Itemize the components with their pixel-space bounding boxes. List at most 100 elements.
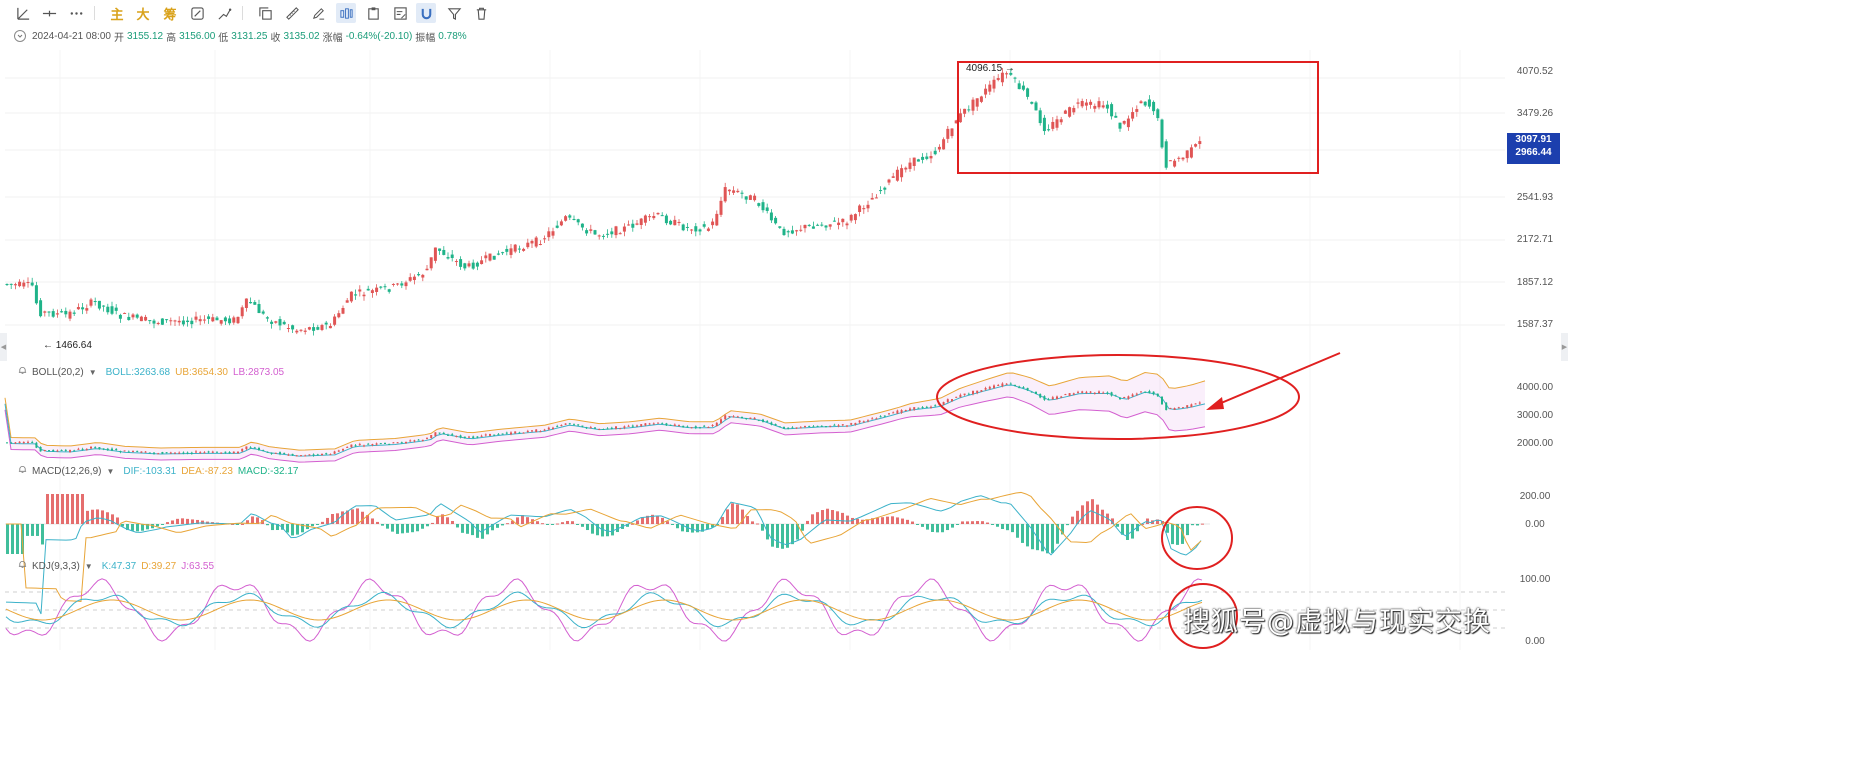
candle-type-icon[interactable] <box>336 3 356 23</box>
candle-body <box>766 421 769 423</box>
candle-body <box>467 263 471 267</box>
caret-down-icon[interactable]: ▼ <box>106 466 115 476</box>
bar-date: 2024-04-21 08:00 <box>32 30 111 42</box>
boll-upper-line <box>4 372 1206 451</box>
candle-body <box>631 223 635 228</box>
collapse-icon[interactable] <box>14 30 26 42</box>
candle-body <box>480 435 483 437</box>
caret-down-icon[interactable]: ▼ <box>88 367 97 377</box>
macd-name[interactable]: MACD(12,26,9) <box>32 465 102 477</box>
candle-body <box>1165 402 1168 411</box>
bell-icon[interactable] <box>18 465 27 477</box>
macd-histogram-bar <box>81 494 84 524</box>
candle-body <box>816 425 819 427</box>
macd-histogram-bar <box>391 524 394 532</box>
macd-histogram-bar <box>751 521 754 524</box>
candle-body <box>1177 407 1180 409</box>
macd-histogram-bar <box>126 524 129 531</box>
trend-angle-icon[interactable] <box>13 3 33 23</box>
macd-histogram-bar <box>146 524 149 530</box>
candle-body <box>165 452 168 454</box>
candle-body <box>757 203 761 206</box>
big-order-button[interactable]: 大 <box>136 6 150 22</box>
pen-icon[interactable] <box>308 3 328 23</box>
macd-histogram-bar <box>71 494 74 524</box>
macd-histogram-bar <box>631 523 634 525</box>
candle-body <box>216 451 218 453</box>
macd-histogram-bar <box>366 515 369 524</box>
bell-icon[interactable] <box>18 366 27 378</box>
candle-body <box>598 428 601 430</box>
candle-body <box>937 146 941 150</box>
candle-body <box>1072 107 1076 113</box>
candle-body <box>1064 394 1067 396</box>
macd-histogram-bar <box>626 524 629 527</box>
macd-histogram-bar <box>911 521 914 524</box>
candle-body <box>967 393 970 395</box>
more-dots-icon[interactable] <box>66 3 86 23</box>
ruler-icon[interactable] <box>282 3 302 23</box>
macd-histogram-bar <box>856 518 859 524</box>
macd-histogram-bar <box>926 524 929 530</box>
candle-body <box>198 319 202 322</box>
candle-body <box>573 424 575 426</box>
macd-histogram-bar <box>521 515 524 524</box>
candle-body <box>669 220 673 225</box>
candle-body <box>405 441 407 443</box>
left-collapse-arrow[interactable]: ◀ <box>0 333 7 361</box>
candle-body <box>279 452 281 454</box>
candle-body <box>518 432 521 434</box>
candle-body <box>417 439 420 441</box>
candle-body <box>1060 396 1063 398</box>
candle-body <box>896 410 899 414</box>
macd-histogram-bar <box>796 524 799 540</box>
candle-body <box>547 427 550 430</box>
caret-down-icon[interactable]: ▼ <box>84 561 93 571</box>
macd-histogram-bar <box>826 508 829 524</box>
macd-histogram-bar <box>746 516 749 524</box>
drawing-tool-icon[interactable] <box>214 3 234 23</box>
filter-icon[interactable] <box>444 3 464 23</box>
clipboard-icon[interactable] <box>363 3 383 23</box>
candle-body <box>556 426 559 428</box>
magnet-icon[interactable] <box>416 3 436 23</box>
candle-body <box>619 428 622 430</box>
candle-body <box>925 156 929 159</box>
notes-icon[interactable] <box>390 3 410 23</box>
kdj-d-value: D:39.27 <box>141 560 177 572</box>
candle-body <box>426 438 428 440</box>
candle-body <box>715 422 718 427</box>
bell-icon[interactable] <box>18 560 27 572</box>
macd-histogram-bar <box>86 510 89 524</box>
candle-body <box>1114 395 1117 397</box>
macd-histogram-bar <box>116 517 119 524</box>
macd-histogram-bar <box>841 512 844 524</box>
candle-body <box>530 240 534 244</box>
copy-icon[interactable] <box>255 3 275 23</box>
candle-body <box>874 197 878 199</box>
boll-header: BOLL(20,2) ▼ BOLL:3263.68 UB:3654.30 LB:… <box>18 365 284 379</box>
macd-histogram-bar <box>971 521 974 524</box>
candle-body <box>522 248 526 251</box>
candle-body <box>673 424 676 427</box>
right-collapse-arrow[interactable]: ▶ <box>1561 333 1568 361</box>
trash-icon[interactable] <box>471 3 491 23</box>
candle-body <box>472 436 475 439</box>
boll-name[interactable]: BOLL(20,2) <box>32 366 84 378</box>
candle-body <box>786 231 790 233</box>
candle-body <box>727 189 731 192</box>
candle-body <box>139 316 143 322</box>
chip-button[interactable]: 筹 <box>163 6 177 22</box>
candle-body <box>1126 118 1130 128</box>
edit-indicator-icon[interactable] <box>187 3 207 23</box>
macd-histogram-bar <box>536 521 539 524</box>
candle-body <box>421 439 424 441</box>
candle-body <box>1164 141 1168 168</box>
main-force-button[interactable]: 主 <box>110 6 124 22</box>
candle-body <box>828 224 832 227</box>
candle-body <box>30 282 34 286</box>
kdj-name[interactable]: KDJ(9,3,3) <box>32 560 80 572</box>
candle-body <box>132 450 134 452</box>
horizontal-line-icon[interactable] <box>39 3 59 23</box>
chart-canvas[interactable] <box>0 0 1568 652</box>
